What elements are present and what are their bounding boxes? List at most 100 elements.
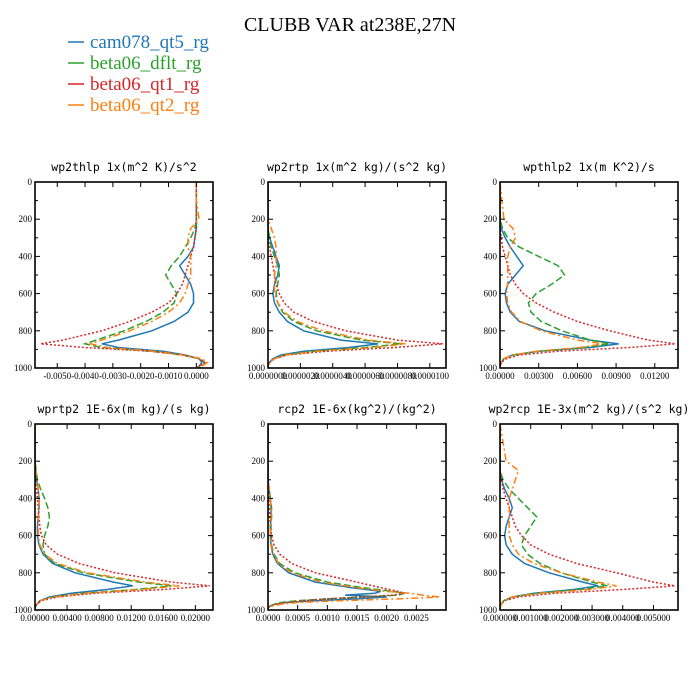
series-line-beta06_qt1_rg <box>268 182 443 368</box>
series-line-beta06_qt2_rg <box>268 182 406 368</box>
y-tick-label: 1000 <box>247 605 266 615</box>
chart-panel: rcp2 1E-6x(kg^2)/(kg^2) 0 200 400 600 800 1000… <box>247 402 447 623</box>
y-tick-label: 400 <box>252 251 266 261</box>
y-tick-label: 600 <box>484 531 498 541</box>
series-line-beta06_qt1_rg <box>500 424 676 610</box>
x-tick-label: -0.0050 <box>43 371 71 381</box>
x-tick-label: 0.00400 <box>52 613 82 623</box>
series-group <box>268 424 441 610</box>
y-tick-label: 600 <box>19 289 33 299</box>
x-tick-label: 0.0000000 <box>249 371 288 381</box>
y-tick-label: 800 <box>252 326 266 336</box>
x-tick-label: 0.0000 <box>184 371 209 381</box>
x-tick-label: 0.002000 <box>545 613 579 623</box>
y-tick-label: 200 <box>19 456 33 466</box>
y-tick-label: 200 <box>252 456 266 466</box>
y-tick-label: 400 <box>484 251 498 261</box>
y-tick-label: 400 <box>19 251 33 261</box>
x-tick-label: 0.00900 <box>601 371 631 381</box>
x-tick-label: 0.000000 <box>483 613 517 623</box>
x-tick-label: 0.0015 <box>345 613 370 623</box>
series-line-cam078_qt5_rg <box>268 182 379 368</box>
x-tick-label: 0.01600 <box>149 613 179 623</box>
series-group <box>40 182 209 368</box>
y-tick-label: 800 <box>19 326 33 336</box>
y-tick-label: 800 <box>484 326 498 336</box>
y-tick-label: 200 <box>19 214 33 224</box>
y-tick-label: 1000 <box>479 363 498 373</box>
series-group <box>268 182 443 368</box>
legend-label: beta06_qt1_rg <box>90 74 200 95</box>
y-tick-label: 0 <box>493 177 498 187</box>
panels: wp2thlp 1x(m^2 K)/s^2 0 200 400 600 800 1000 -0… <box>14 160 689 623</box>
x-tick-label: 0.001000 <box>514 613 548 623</box>
chart-panel: wpthlp2 1x(m K^2)/s020040060080010000.00… <box>479 160 679 381</box>
series-line-beta06_qt2_rg <box>35 424 180 610</box>
y-tick-label: 600 <box>19 531 33 541</box>
series-line-cam078_qt5_rg <box>500 182 619 368</box>
y-tick-label: 200 <box>252 214 266 224</box>
axis-frame <box>34 423 214 611</box>
y-tick-label: 0 <box>261 177 266 187</box>
series-line-cam078_qt5_rg <box>101 182 203 368</box>
x-tick-label: 0.00600 <box>563 371 593 381</box>
x-tick-label: 0.0010 <box>315 613 340 623</box>
x-tick-label: 0.0005 <box>285 613 310 623</box>
series-line-cam078_qt5_rg <box>500 424 599 610</box>
x-tick-label: 0.01200 <box>117 613 147 623</box>
y-tick-label: 600 <box>252 289 266 299</box>
x-tick-label: 0.0000060 <box>346 371 385 381</box>
panel-title: wprtp2 1E-6x(m kg)/(s kg) <box>37 402 210 416</box>
x-tick-label: 0.01200 <box>640 371 670 381</box>
x-tick-label: 0.00300 <box>524 371 554 381</box>
series-line-beta06_qt1_rg <box>268 424 405 610</box>
panel-title: rcp2 1E-6x(kg^2)/(kg^2) <box>277 402 436 416</box>
y-tick-label: 800 <box>484 568 498 578</box>
x-tick-label: 0.004000 <box>606 613 640 623</box>
legend-label: cam078_qt5_rg <box>90 32 209 53</box>
series-line-beta06_dflt_rg <box>500 424 608 610</box>
x-tick-label: -0.0020 <box>127 371 155 381</box>
series-line-beta06_qt2_rg <box>500 182 604 368</box>
chart-panel: wp2rtp 1x(m^2 kg)/(s^2 kg)0 200 400 600 800 1… <box>247 160 449 381</box>
y-tick-label: 1000 <box>247 363 266 373</box>
series-line-beta06_qt1_rg <box>35 424 210 610</box>
x-tick-label: -0.0010 <box>155 371 183 381</box>
y-tick-label: 200 <box>484 214 498 224</box>
y-tick-label: 0 <box>28 177 33 187</box>
panel-title: wp2rcp 1E-3x(m^2 kg)/(s^2 kg) <box>489 402 690 416</box>
series-line-beta06_qt1_rg <box>500 182 676 368</box>
y-tick-label: 0 <box>28 419 33 429</box>
series-group <box>35 424 210 610</box>
series-line-beta06_qt2_rg <box>500 424 617 610</box>
x-tick-label: 0.0000 <box>256 613 281 623</box>
series-line-beta06_qt1_rg <box>40 182 207 368</box>
x-tick-label: 0.0000020 <box>281 371 320 381</box>
series-group <box>500 182 676 368</box>
x-tick-label: 0.02000 <box>181 613 211 623</box>
panel-title: wpthlp2 1x(m K^2)/s <box>523 160 655 174</box>
y-tick-label: 1000 <box>14 363 33 373</box>
y-tick-label: 0 <box>261 419 266 429</box>
x-tick-label: 0.0000100 <box>411 371 450 381</box>
series-line-beta06_qt2_rg <box>87 182 209 368</box>
x-tick-label: 0.0025 <box>404 613 429 623</box>
y-tick-label: 800 <box>252 568 266 578</box>
x-tick-label: -0.0040 <box>71 371 99 381</box>
legend: cam078_qt5_rgbeta06_dflt_rgbeta06_qt1_rg… <box>68 32 209 116</box>
y-tick-label: 400 <box>484 493 498 503</box>
series-line-beta06_dflt_rg <box>268 424 405 610</box>
chart-panel: wprtp2 1E-6x(m kg)/(s kg) 0 200 400 600 800 10… <box>14 402 214 623</box>
y-tick-label: 400 <box>19 493 33 503</box>
y-tick-label: 1000 <box>479 605 498 615</box>
x-tick-label: 0.003000 <box>575 613 609 623</box>
chart-panel: wp2rcp 1E-3x(m^2 kg)/(s^2 kg) 0 200 400 600 8… <box>479 402 689 623</box>
chart-panel: wp2thlp 1x(m^2 K)/s^2 0 200 400 600 800 1000 -0… <box>14 160 214 381</box>
x-tick-label: 0.005000 <box>637 613 671 623</box>
panel-title: wp2thlp 1x(m^2 K)/s^2 <box>51 160 196 174</box>
y-tick-label: 200 <box>484 456 498 466</box>
series-line-beta06_dflt_rg <box>500 182 610 368</box>
x-tick-label: 0.0020 <box>374 613 399 623</box>
x-tick-label: -0.0030 <box>99 371 127 381</box>
